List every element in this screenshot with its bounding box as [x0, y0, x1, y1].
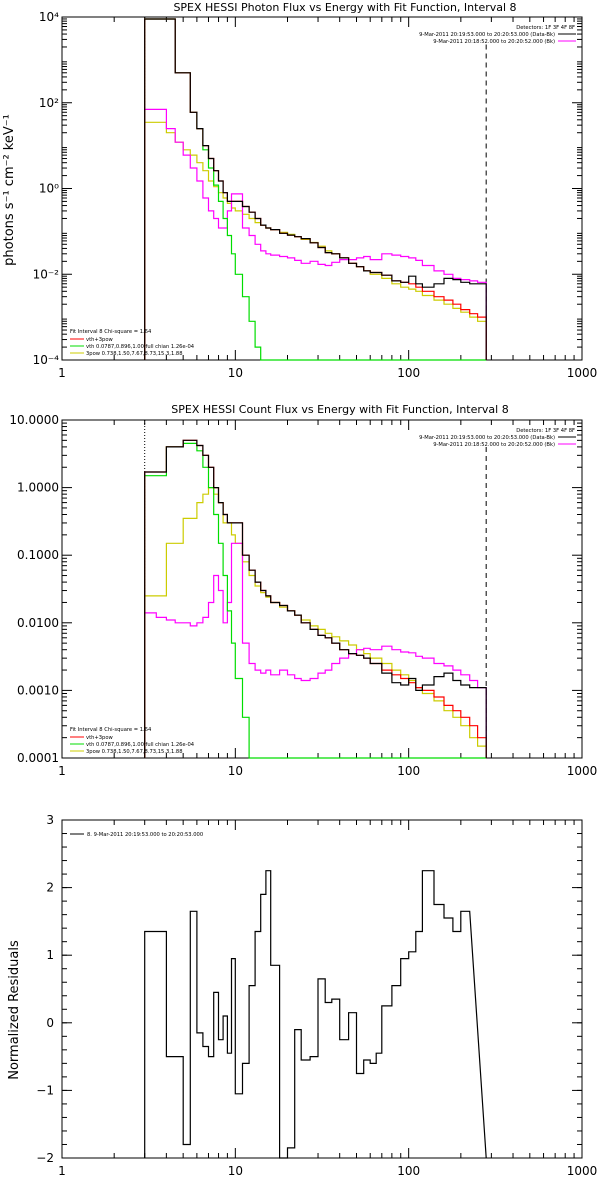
photon-flux-series	[144, 17, 487, 361]
x-tick-label: 10	[228, 1164, 243, 1178]
residuals-frame	[61, 819, 583, 1159]
legend-3pow: 3pow 0.738,1.50,7.67,8.73,15.3,1.88	[86, 351, 183, 357]
series-3pow	[144, 121, 487, 360]
photon-flux-ylabel: photons s⁻¹ cm⁻² keV⁻¹	[2, 114, 17, 266]
residuals-legend: 8. 9-Mar-2011 20:19:53.000 to 20:20:53.0…	[70, 832, 203, 838]
x-tick-label: 10	[228, 366, 243, 380]
series-3pow	[144, 487, 487, 758]
series-vth	[144, 18, 487, 361]
x-tick-label: 10	[228, 764, 243, 778]
x-tick-label: 1	[58, 764, 66, 778]
series-bk	[144, 108, 487, 360]
y-tick-label: 10⁰	[39, 182, 59, 196]
x-tick-label: 100	[397, 366, 420, 380]
series-bk	[144, 542, 487, 758]
y-tick-label: 10.0000	[9, 413, 59, 427]
y-tick-label: −2	[36, 1151, 54, 1165]
y-tick-label: 0	[46, 1016, 54, 1030]
legend-residual: 8. 9-Mar-2011 20:19:53.000 to 20:20:53.0…	[87, 832, 203, 838]
legend-detectors: Detectors: 1F 3F 4F 8F	[516, 25, 575, 31]
residuals-series	[144, 870, 487, 1159]
series-vth-3pow	[144, 18, 487, 360]
legend-fit-interval: Fit Interval 8 Chi-square = 1.64	[70, 329, 152, 335]
legend-vth3pow-2: vth+3pow	[86, 735, 114, 741]
legend-vth3pow: vth+3pow	[86, 337, 114, 343]
y-tick-label: 10⁴	[39, 10, 59, 24]
y-tick-label: 0.0010	[17, 683, 59, 697]
count-flux-title: SPEX HESSI Count Flux vs Energy with Fit…	[171, 403, 508, 416]
count-flux-frame	[61, 419, 583, 759]
count-flux-legend-top: Detectors: 1F 3F 4F 8F 9-Mar-2011 20:19:…	[419, 428, 576, 448]
photon-flux-title: SPEX HESSI Photon Flux vs Energy with Fi…	[173, 1, 516, 14]
y-tick-label: 2	[46, 881, 54, 895]
y-tick-label: 10⁻²	[33, 267, 60, 281]
y-tick-label: 0.0100	[17, 616, 59, 630]
y-tick-label: −1	[36, 1083, 54, 1097]
x-tick-label: 100	[397, 1164, 420, 1178]
residuals-panel: Normalized Residuals 1 10 100 10003210−1−2 …	[7, 813, 597, 1178]
count-flux-legend-bottom: Fit Interval 8 Chi-square = 1.64 vth+3po…	[70, 727, 195, 755]
series-vth	[144, 442, 487, 759]
x-tick-label: 1000	[567, 1164, 598, 1178]
legend-fit-interval-2: Fit Interval 8 Chi-square = 1.64	[70, 727, 152, 733]
series-data-bk	[144, 439, 487, 758]
photon-flux-frame	[61, 16, 583, 361]
legend-data-bk: 9-Mar-2011 20:19:53.000 to 20:20:53.000 …	[419, 32, 555, 38]
x-tick-label: 100	[397, 764, 420, 778]
legend-vth-2: vth 0.0787,0.896,1.00 full chian 1.26e-0…	[86, 742, 195, 748]
y-tick-label: 0.1000	[17, 548, 59, 562]
legend-3pow-2: 3pow 0.738,1.50,7.67,8.73,15.3,1.88	[86, 749, 183, 755]
photon-flux-axes: 1 10 100 1000 10⁴ 10² 10⁰ 10⁻² 10⁻⁴	[33, 10, 598, 380]
y-tick-label: 1	[46, 948, 54, 962]
legend-bk-2: 9-Mar-2011 20:18:52.000 to 20:20:52.000 …	[433, 442, 555, 448]
y-tick-label: 3	[46, 813, 54, 827]
residuals-ylabel: Normalized Residuals	[7, 940, 22, 1080]
legend-bk: 9-Mar-2011 20:18:52.000 to 20:20:52.000 …	[433, 39, 555, 45]
photon-flux-legend-top: Detectors: 1F 3F 4F 8F 9-Mar-2011 20:19:…	[419, 25, 576, 45]
count-flux-panel: SPEX HESSI Count Flux vs Energy with Fit…	[9, 403, 597, 778]
photon-flux-legend-bottom: Fit Interval 8 Chi-square = 1.64 vth+3po…	[70, 329, 195, 357]
x-tick-label: 1000	[567, 366, 598, 380]
y-tick-label: 10²	[39, 96, 59, 110]
legend-data-bk-2: 9-Mar-2011 20:19:53.000 to 20:20:53.000 …	[419, 435, 555, 441]
photon-flux-panel: SPEX HESSI Photon Flux vs Energy with Fi…	[2, 1, 597, 380]
y-tick-label: 0.0001	[17, 751, 59, 765]
x-tick-label: 1	[58, 1164, 66, 1178]
count-flux-axes: 1 10 100 1000 10.0000 1.0000 0.1000 0.0100 0.001…	[9, 413, 597, 778]
legend-detectors-2: Detectors: 1F 3F 4F 8F	[516, 428, 575, 434]
y-tick-label: 10⁻⁴	[33, 353, 60, 367]
series-vth-3pow	[144, 439, 487, 758]
x-tick-label: 1	[58, 366, 66, 380]
count-flux-series	[144, 420, 487, 759]
legend-vth: vth 0.0787,0.896,1.00 full chian 1.26e-0…	[86, 344, 195, 350]
series-8-9-mar-2011-20-19-53-000-to-20-20-53-000	[144, 870, 487, 1159]
y-tick-label: 1.0000	[17, 481, 59, 495]
x-tick-label: 1000	[567, 764, 598, 778]
series-data-bk	[144, 18, 487, 360]
